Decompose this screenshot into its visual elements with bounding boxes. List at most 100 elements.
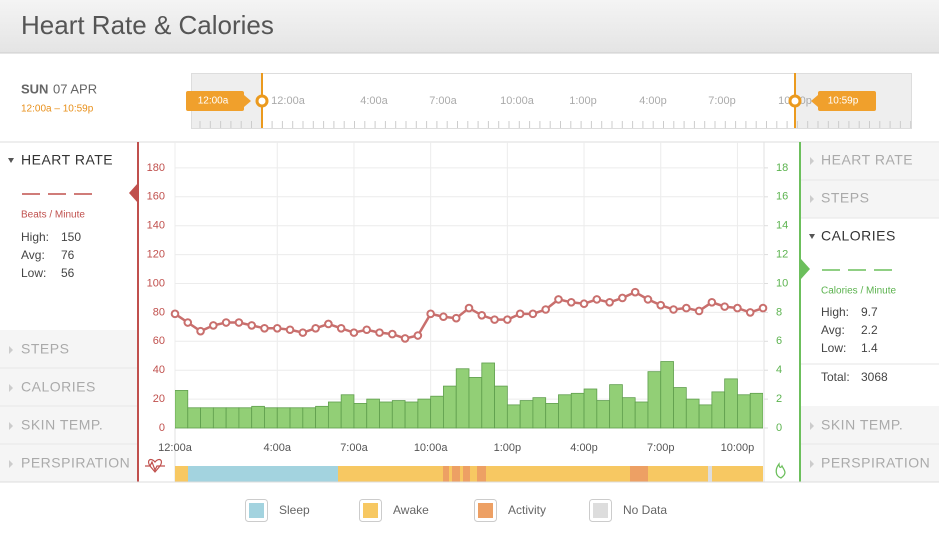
y-tick-label: 160: [147, 191, 165, 203]
legend-label: Activity: [508, 503, 546, 517]
point: [758, 303, 768, 313]
bar: [276, 407, 291, 429]
section[interactable]: SKIN TEMP.: [21, 417, 103, 433]
point: [375, 328, 384, 337]
x-tick-label: 1:00p: [494, 442, 522, 454]
stat-value: 9.7: [861, 305, 878, 319]
y-tick-label: 140: [147, 220, 165, 232]
bar: [762, 394, 763, 429]
point: [592, 295, 602, 304]
section[interactable]: STEPS: [21, 341, 69, 357]
header-bar: [0, 0, 939, 53]
point: [541, 305, 550, 314]
point: [566, 297, 576, 307]
bar: [430, 395, 444, 429]
y-tick-label: 100: [147, 277, 165, 289]
point: [669, 305, 678, 314]
date: 07 APR: [53, 81, 97, 96]
section[interactable]: CALORIES: [21, 379, 96, 395]
x-tick-label: 10:00a: [414, 442, 449, 454]
point: [183, 318, 193, 327]
legend-label: Awake: [393, 503, 429, 517]
handle-start: 12:00a: [198, 96, 229, 107]
row-rules: [0, 367, 137, 445]
y2-tick-label: 12: [776, 249, 788, 261]
caret: [8, 158, 14, 163]
legend-color: [249, 503, 264, 518]
range-label: 4:00a: [360, 95, 388, 107]
range-label: 7:00p: [708, 95, 736, 107]
bar: [200, 407, 214, 429]
section-active[interactable]: CALORIES: [821, 228, 896, 244]
point: [221, 318, 231, 327]
carets: [810, 157, 814, 468]
y-tick-label: 180: [147, 162, 165, 174]
point: [554, 295, 563, 304]
bar: [621, 397, 636, 429]
point: [605, 297, 614, 307]
handle-tag-arrow: [811, 95, 818, 107]
stat-label: Low:: [821, 341, 846, 355]
point: [656, 300, 666, 310]
bar: [685, 398, 700, 429]
bar: [660, 361, 674, 429]
y-tick-label: 60: [153, 335, 165, 347]
section-active[interactable]: HEART RATE: [21, 152, 113, 168]
bar: [609, 384, 623, 429]
point: [643, 295, 653, 304]
point: [298, 328, 308, 337]
point: [618, 293, 627, 303]
range-label: 10:00a: [500, 95, 535, 107]
point: [285, 325, 295, 335]
section[interactable]: HEART RATE: [821, 152, 913, 168]
y2-tick-label: 2: [776, 393, 782, 405]
point: [733, 303, 742, 313]
section[interactable]: SKIN TEMP.: [821, 417, 903, 433]
unit: Calories / Minute: [821, 286, 896, 297]
y2-tick-label: 4: [776, 364, 782, 376]
point: [388, 329, 397, 339]
bar: [225, 407, 240, 429]
bar: [647, 371, 662, 429]
bar: [455, 368, 470, 429]
heart-icon: [145, 458, 165, 473]
handle-tag[interactable]: [818, 91, 876, 111]
range-label: 7:00a: [429, 95, 457, 107]
stat-label: High:: [21, 230, 49, 244]
section[interactable]: PERSPIRATION: [821, 455, 930, 471]
bar: [481, 362, 495, 429]
handle-knob[interactable]: [255, 94, 269, 108]
bar: [264, 407, 278, 429]
bar: [570, 392, 585, 429]
bar: [175, 390, 189, 429]
caret: [809, 234, 815, 239]
point: [400, 334, 410, 343]
point: [413, 331, 423, 340]
bar: [673, 387, 687, 429]
y2-tick-label: 8: [776, 306, 782, 318]
bar: [558, 394, 572, 429]
y2-tick-label: 10: [776, 277, 788, 289]
x-tick-label: 12:00a: [158, 442, 193, 454]
point: [272, 323, 282, 333]
bar: [532, 397, 547, 429]
bar: [327, 401, 342, 429]
day: SUN: [21, 81, 48, 96]
point: [451, 313, 461, 323]
bar: [366, 398, 380, 429]
y-tick-label: 0: [159, 422, 165, 434]
legend-color: [593, 503, 608, 518]
y2-tick-label: 14: [776, 220, 788, 232]
bar: [340, 394, 355, 429]
section[interactable]: PERSPIRATION: [21, 455, 130, 471]
section[interactable]: STEPS: [821, 190, 869, 206]
active-pointer: [801, 259, 810, 279]
bar: [353, 403, 368, 429]
point: [707, 297, 717, 307]
handle-knob[interactable]: [788, 94, 802, 108]
bar: [596, 400, 611, 429]
bar: [315, 405, 329, 429]
stat-value: 76: [61, 248, 75, 262]
bar: [404, 401, 419, 429]
handle-tag[interactable]: [186, 91, 244, 111]
